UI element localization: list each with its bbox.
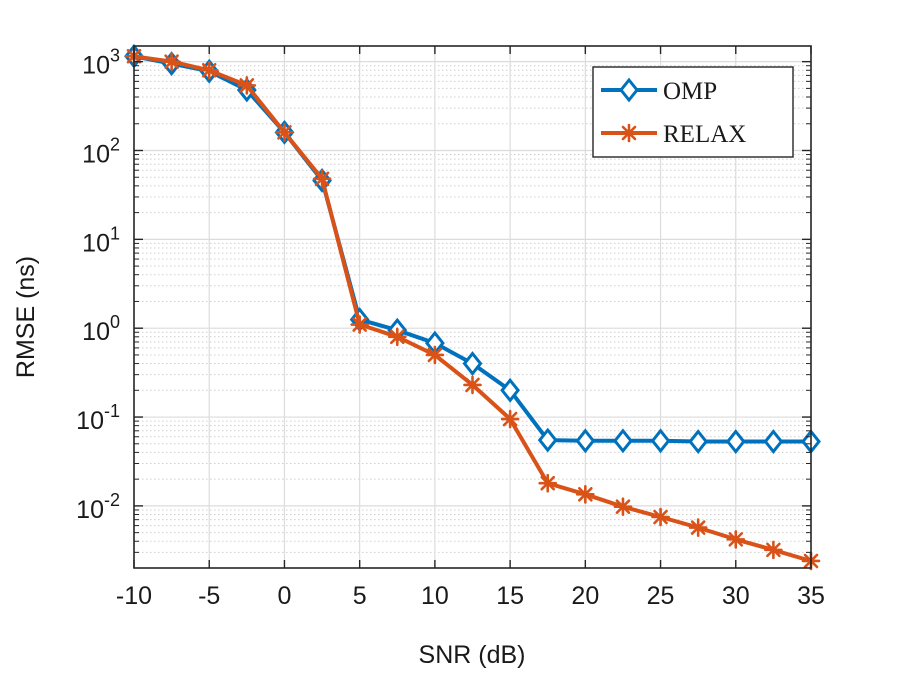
y-tick-label: 103	[82, 46, 120, 80]
x-tick-label: 25	[647, 582, 675, 610]
y-tick-label: 10-2	[76, 490, 120, 524]
y-axis-label: RMSE (ns)	[12, 256, 40, 378]
data-point-omp	[650, 428, 671, 454]
data-point-relax	[538, 473, 558, 493]
data-point-relax	[688, 518, 708, 537]
data-point-relax	[312, 169, 332, 189]
data-point-relax	[576, 485, 595, 504]
data-point-omp	[537, 427, 558, 453]
axes: -10 -5 0 5 10 15 20 25 30 35 10-2 10-1 100 101 102 103	[76, 45, 825, 610]
legend-label-relax: RELAX	[663, 121, 746, 148]
x-tick-label: -5	[198, 582, 220, 610]
legend-label-omp: OMP	[663, 78, 717, 105]
data-point-relax	[425, 345, 445, 365]
data-point-omp	[462, 351, 483, 376]
data-point-relax	[500, 409, 520, 429]
data-point-relax	[613, 497, 633, 516]
y-tick-label: 10-1	[76, 401, 120, 435]
data-point-omp	[500, 377, 521, 403]
data-point-omp	[725, 429, 746, 454]
data-point-relax	[275, 123, 294, 142]
x-tick-label: 30	[722, 582, 750, 610]
y-tick-label: 100	[82, 312, 120, 346]
x-tick-label: 20	[571, 582, 599, 610]
y-tick-label: 102	[82, 134, 120, 168]
data-point-relax	[726, 530, 746, 549]
x-tick-label: 0	[277, 582, 291, 610]
x-tick-label: -10	[116, 582, 152, 610]
data-point-omp	[613, 428, 633, 454]
data-point-omp	[688, 429, 709, 454]
x-axis-label: SNR (dB)	[419, 641, 526, 669]
legend-marker-relax	[619, 123, 639, 143]
data-point-relax	[350, 315, 369, 334]
y-tick-label: 101	[82, 223, 120, 257]
data-point-relax	[463, 375, 482, 395]
data-point-relax	[387, 327, 407, 347]
data-point-relax	[199, 60, 219, 80]
data-point-omp	[763, 429, 784, 454]
data-point-relax	[764, 540, 783, 560]
x-tick-label: 5	[353, 582, 367, 610]
x-tick-label: 15	[496, 582, 524, 610]
data-point-relax	[651, 507, 670, 527]
legend-marker-omp	[619, 77, 639, 103]
x-tick-label: 35	[797, 582, 825, 610]
x-tick-label: 10	[421, 582, 449, 610]
data-point-relax	[237, 76, 257, 95]
data-point-omp	[575, 428, 596, 454]
legend: OMP RELAX	[592, 66, 794, 158]
data-point-relax	[162, 52, 181, 71]
plot-box	[133, 45, 812, 569]
